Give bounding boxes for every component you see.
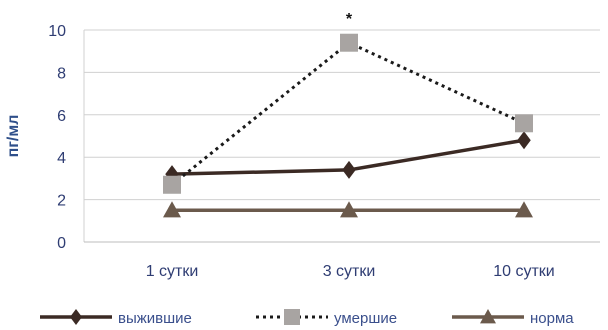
y-tick-label: 4	[57, 150, 66, 167]
data-point-marker	[284, 309, 300, 325]
data-point-marker	[480, 309, 496, 324]
y-tick-label: 8	[57, 65, 66, 82]
legend-label: умершие	[334, 310, 397, 327]
y-tick-label: 2	[57, 193, 66, 210]
data-point-marker	[163, 175, 181, 194]
y-axis-label: пг/мл	[5, 115, 22, 158]
data-point-marker	[70, 309, 82, 325]
data-point-marker	[340, 201, 358, 218]
y-tick-label: 6	[57, 108, 66, 125]
significance-annotation: *	[346, 11, 353, 28]
y-tick-label: 0	[57, 235, 66, 252]
data-point-marker	[163, 201, 181, 218]
data-point-marker	[340, 33, 358, 52]
legend-label: норма	[530, 310, 574, 327]
legend-label: выжившие	[118, 310, 192, 327]
data-point-marker	[515, 201, 533, 218]
x-tick-label: 10 сутки	[493, 263, 555, 280]
data-point-marker	[515, 114, 533, 133]
x-tick-label: 3 сутки	[323, 263, 376, 280]
data-point-marker	[517, 131, 531, 150]
y-tick-label: 10	[48, 23, 66, 40]
data-point-marker	[342, 160, 356, 179]
x-tick-label: 1 сутки	[146, 263, 199, 280]
